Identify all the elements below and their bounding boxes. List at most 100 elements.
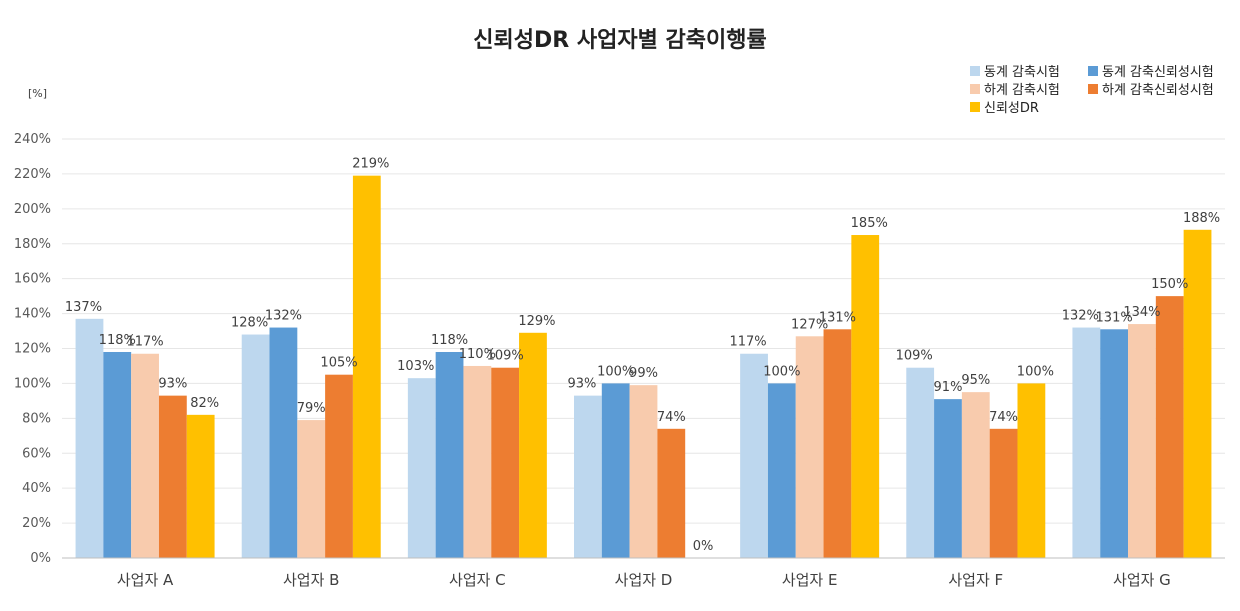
bar (906, 367, 935, 558)
y-tick-label: 160% (14, 272, 51, 287)
bar (740, 353, 768, 558)
data-label: 93% (567, 377, 596, 392)
x-category-label: 사업자 D (615, 571, 673, 589)
data-label: 117% (126, 335, 163, 350)
data-label: 103% (397, 359, 434, 374)
legend-swatch (970, 84, 980, 94)
data-label: 132% (265, 309, 302, 324)
bar (131, 353, 159, 558)
data-label: 99% (629, 366, 658, 381)
bar (519, 332, 547, 558)
unit-label: [%] (28, 87, 47, 100)
chart-title: 신뢰성DR 사업자별 감축이행률 (473, 28, 766, 53)
data-label: 91% (934, 380, 963, 395)
data-label: 109% (896, 349, 933, 364)
y-tick-label: 80% (22, 411, 51, 426)
legend-label: 동계 감축신뢰성시험 (1102, 65, 1214, 80)
legend-swatch (970, 102, 980, 112)
legend-swatch (1088, 66, 1098, 76)
data-label: 82% (190, 396, 219, 411)
bar (407, 378, 436, 558)
bar (352, 175, 381, 558)
bar (1072, 327, 1101, 558)
x-category-label: 사업자 G (1113, 571, 1171, 589)
bar (186, 414, 215, 558)
legend-swatch (1088, 84, 1098, 94)
bar (269, 327, 298, 558)
x-category-label: 사업자 A (117, 571, 174, 589)
data-label: 150% (1151, 277, 1188, 292)
bar (657, 428, 686, 558)
data-label: 185% (851, 216, 888, 231)
data-label: 110% (459, 347, 496, 362)
data-label: 79% (297, 401, 326, 416)
data-label: 134% (1123, 305, 1160, 320)
data-labels: 137%118%117%93%82%128%132%79%105%219%103… (65, 157, 1220, 554)
data-label: 100% (763, 364, 800, 379)
bar (75, 318, 104, 558)
bar (823, 329, 852, 558)
data-label: 118% (99, 333, 136, 348)
bar (795, 336, 824, 558)
legend-label: 동계 감축시험 (984, 65, 1060, 80)
bar (241, 334, 270, 558)
data-label: 132% (1062, 309, 1099, 324)
bar (1183, 229, 1212, 559)
legend-label: 하계 감축신뢰성시험 (1102, 83, 1214, 98)
bar (325, 374, 353, 558)
data-label: 129% (518, 314, 555, 329)
bar (435, 351, 464, 558)
bar (297, 420, 326, 558)
bar (767, 383, 796, 558)
data-label: 219% (352, 157, 389, 172)
bar (851, 235, 880, 559)
y-tick-label: 60% (22, 446, 51, 461)
bar (1017, 383, 1046, 558)
x-category-label: 사업자 E (782, 571, 838, 589)
data-label: 95% (961, 373, 990, 388)
data-label: 105% (320, 356, 357, 371)
data-label: 188% (1183, 211, 1220, 226)
y-axis-ticks: 0% 20% 40% 60% 80% 100% 120% 140% 160% 180% 200% 22… (14, 132, 51, 566)
data-label: 117% (729, 335, 766, 350)
bar (574, 395, 602, 558)
y-tick-label: 120% (14, 342, 51, 357)
data-label: 100% (597, 364, 634, 379)
bar (158, 395, 187, 558)
legend-label: 하계 감축시험 (984, 83, 1060, 98)
data-label: 128% (231, 316, 268, 331)
y-tick-label: 200% (14, 202, 51, 217)
bar (1128, 324, 1156, 558)
bars (75, 175, 1212, 559)
data-label: 137% (65, 300, 102, 315)
bar (601, 383, 630, 558)
bar (934, 399, 962, 558)
y-tick-label: 40% (22, 481, 51, 496)
y-tick-label: 180% (14, 237, 51, 252)
x-category-label: 사업자 C (449, 571, 506, 589)
y-tick-label: 20% (22, 516, 51, 531)
y-tick-label: 240% (14, 132, 51, 147)
legend-label: 신뢰성DR (984, 101, 1039, 116)
data-label: 109% (487, 349, 524, 364)
bar (463, 365, 492, 558)
bar (491, 367, 520, 558)
data-label: 100% (1017, 364, 1054, 379)
y-tick-label: 100% (14, 376, 51, 391)
bar (1155, 296, 1184, 558)
bar (961, 392, 990, 558)
x-category-label: 사업자 B (283, 571, 339, 589)
y-tick-label: 140% (14, 307, 51, 322)
y-tick-label: 220% (14, 167, 51, 182)
data-label: 131% (819, 310, 856, 325)
bar (629, 385, 658, 558)
data-label: 93% (158, 377, 187, 392)
data-label: 74% (657, 410, 686, 425)
y-tick-label: 0% (30, 551, 51, 566)
data-label: 131% (1096, 310, 1133, 325)
data-label: 118% (431, 333, 468, 348)
x-category-label: 사업자 F (948, 571, 1003, 589)
